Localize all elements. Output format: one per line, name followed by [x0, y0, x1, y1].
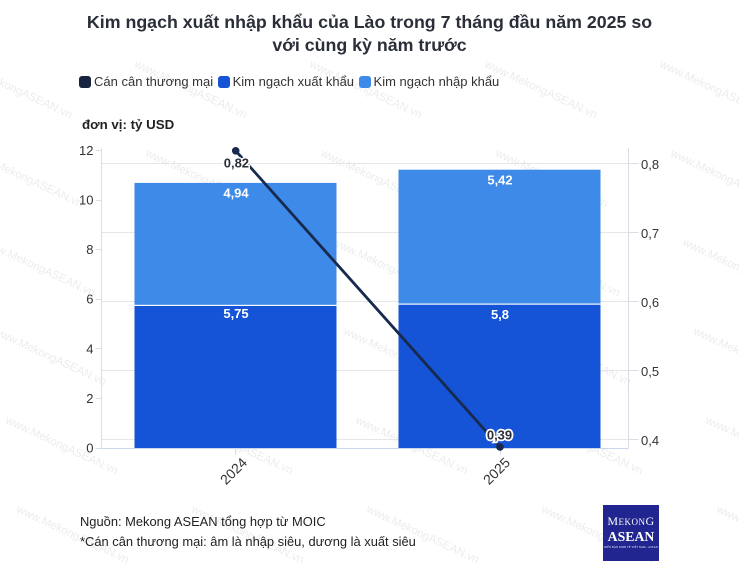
svg-text:0,7: 0,7: [641, 226, 659, 241]
svg-text:0,5: 0,5: [641, 364, 659, 379]
svg-text:2025: 2025: [480, 454, 513, 487]
svg-text:5,8: 5,8: [491, 307, 509, 322]
svg-text:0,4: 0,4: [641, 433, 659, 448]
svg-text:5,42: 5,42: [487, 173, 512, 188]
svg-text:8: 8: [86, 242, 93, 257]
svg-text:5,75: 5,75: [223, 306, 248, 321]
svg-text:4,94: 4,94: [223, 186, 249, 201]
svg-text:0,6: 0,6: [641, 295, 659, 310]
svg-text:0,82: 0,82: [224, 156, 249, 171]
svg-text:0,39: 0,39: [487, 428, 512, 443]
svg-text:2: 2: [86, 391, 93, 406]
svg-text:6: 6: [86, 292, 93, 307]
svg-text:0,8: 0,8: [641, 157, 659, 172]
svg-text:12: 12: [79, 143, 93, 158]
svg-text:0: 0: [86, 441, 93, 456]
svg-text:10: 10: [79, 193, 93, 208]
svg-text:4: 4: [86, 341, 93, 356]
svg-text:2024: 2024: [217, 454, 250, 487]
